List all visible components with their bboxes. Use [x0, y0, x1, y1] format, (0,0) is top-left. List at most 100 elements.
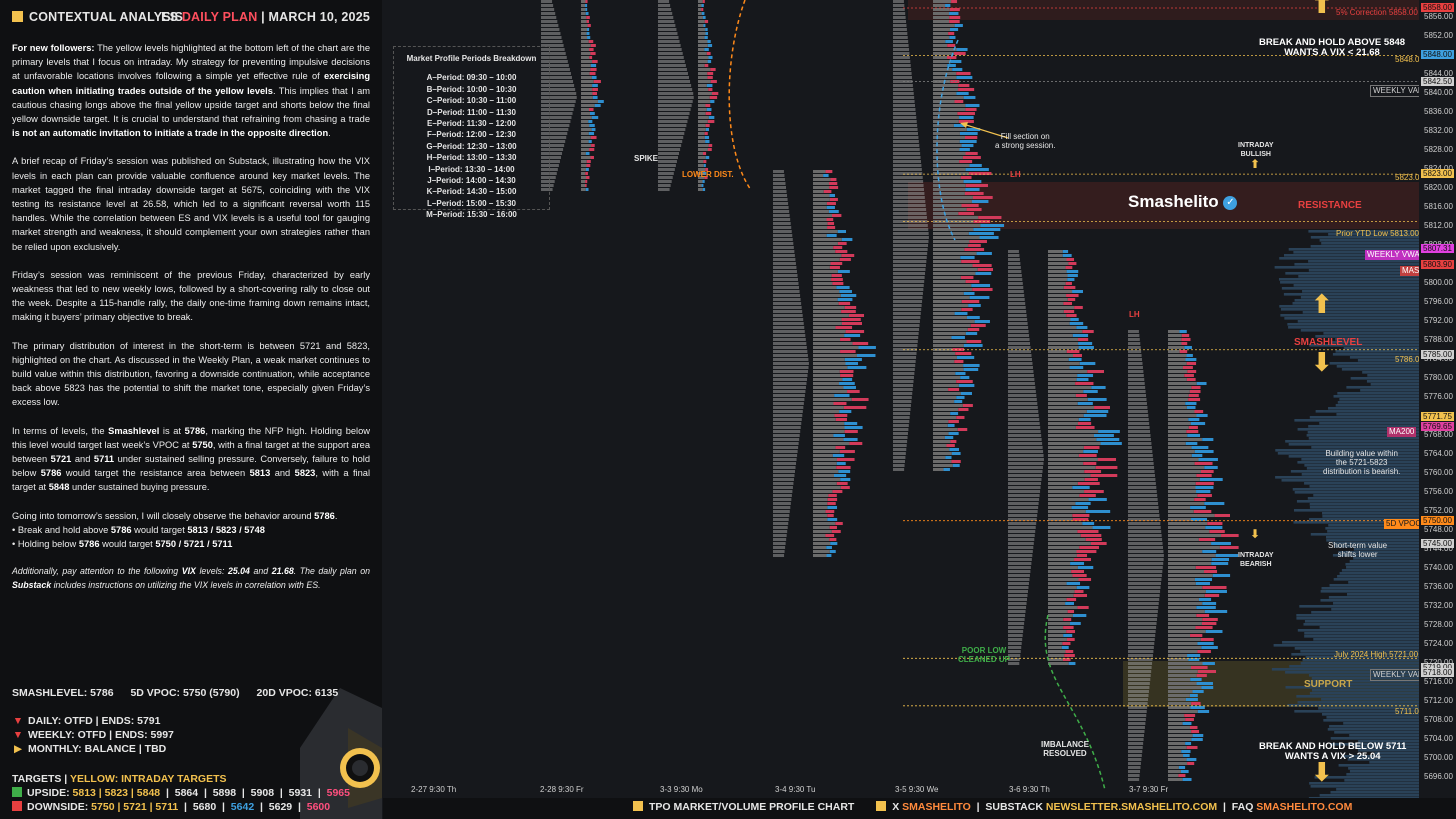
- tpo-letters: [658, 48, 682, 51]
- tpo-letters: [541, 48, 565, 51]
- tpo-letters: [1008, 594, 1028, 597]
- tpo-letters: [893, 312, 921, 315]
- delta-bar: [969, 164, 982, 167]
- volume-bar: [581, 188, 586, 191]
- volume-bar: [1168, 646, 1202, 649]
- tpo-letters: [773, 234, 793, 237]
- volume-bar: [1168, 682, 1197, 685]
- delta-bar: [965, 280, 980, 283]
- tpo-letters: [893, 168, 922, 171]
- tpo-letters: [1128, 406, 1148, 409]
- delta-bar: [827, 514, 834, 517]
- tpo-letters: [773, 330, 805, 333]
- composite-profile-bar: [1308, 674, 1419, 677]
- break-above-label: BREAK AND HOLD ABOVE 5848 WANTS A VIX < …: [1259, 37, 1406, 58]
- delta-bar: [962, 156, 981, 159]
- delta-bar: [1189, 694, 1198, 697]
- tpo-letters: [1008, 622, 1025, 625]
- tpo-letters: [1008, 590, 1028, 593]
- volume-bar: [1048, 274, 1068, 277]
- delta-bar: [827, 518, 838, 521]
- composite-profile-bar: [1294, 491, 1419, 494]
- delta-bar: [1090, 474, 1118, 477]
- period-row: A–Period: 09:30 – 10:00: [426, 73, 517, 83]
- delta-bar: [1077, 482, 1100, 485]
- faq-link[interactable]: SMASHELITO.COM: [1256, 801, 1353, 813]
- tpo-letters: [1008, 562, 1032, 565]
- volume-bar: [1168, 414, 1197, 417]
- x-handle-link[interactable]: SMASHELITO: [902, 801, 971, 813]
- volume-bar: [581, 68, 591, 71]
- volume-bar: [813, 302, 839, 305]
- composite-profile-bar: [1288, 443, 1419, 446]
- volume-bar: [698, 104, 706, 107]
- composite-profile-bar: [1296, 695, 1419, 698]
- tpo-letters: [893, 144, 920, 147]
- volume-bar: [1048, 558, 1075, 561]
- delta-bar: [960, 376, 970, 379]
- tpo-letters: [893, 140, 919, 143]
- volume-bar: [1048, 362, 1080, 365]
- delta-bar: [827, 222, 835, 225]
- delta-bar: [960, 276, 974, 279]
- tpo-letters: [773, 386, 806, 389]
- tpo-letters: [1008, 586, 1029, 589]
- tpo-letters: [1008, 398, 1037, 401]
- volume-bar: [698, 32, 706, 35]
- composite-profile-bar: [1337, 392, 1419, 395]
- tpo-chart[interactable]: Market Profile Periods Breakdown A–Perio…: [383, 0, 1456, 798]
- delta-bar: [965, 152, 978, 155]
- delta-bar: [961, 144, 974, 147]
- delta-bar: [965, 104, 980, 107]
- volume-bar: [813, 414, 835, 417]
- note-f: 21.68: [271, 566, 294, 577]
- tpo-letters: [1008, 374, 1034, 377]
- tpo-letters: [541, 108, 574, 111]
- volume-bar: [933, 240, 970, 243]
- footer-sep1: | SUBSTACK: [970, 801, 1046, 813]
- volume-bar: [813, 366, 848, 369]
- volume-bar: [813, 174, 824, 177]
- tpo-letters: [893, 236, 929, 239]
- delta-bar: [1196, 474, 1212, 477]
- volume-bar: [581, 116, 592, 119]
- tpo-letters: [1128, 666, 1152, 669]
- composite-profile-bar: [1346, 386, 1419, 389]
- delta-bar: [1091, 386, 1106, 389]
- tpo-letters: [773, 398, 805, 401]
- delta-bar: [961, 300, 980, 303]
- footer-content: TPO MARKET/VOLUME PROFILE CHART X SMASHE…: [633, 801, 1352, 813]
- volume-bar: [581, 32, 587, 35]
- price-tick-label: 5780.00: [1424, 373, 1453, 383]
- substack-link[interactable]: NEWSLETTER.SMASHELITO.COM: [1045, 801, 1218, 813]
- tpo-letters: [773, 174, 785, 177]
- price-axis: 5856.005852.005848.005844.005840.005836.…: [1419, 0, 1456, 798]
- delta-bar: [704, 64, 709, 67]
- delta-bar: [835, 446, 846, 449]
- tpo-letters: [658, 68, 687, 71]
- composite-profile-bar: [1355, 746, 1419, 749]
- volume-bar: [1168, 742, 1186, 745]
- volume-bar: [933, 112, 958, 115]
- price-axis-tag: 5848.00: [1421, 50, 1454, 60]
- volume-bar: [933, 280, 966, 283]
- tpo-letters: [773, 518, 789, 521]
- delta-bar: [706, 108, 712, 111]
- delta-bar: [1186, 354, 1193, 357]
- intraday-bearish-label: INTRADAY BEARISH: [1238, 552, 1274, 568]
- volume-bar: [1168, 630, 1206, 633]
- volume-bar: [1048, 266, 1066, 269]
- volume-bar: [1168, 750, 1182, 753]
- volume-bar: [813, 238, 842, 241]
- tpo-letters: [658, 64, 686, 67]
- delta-bar: [954, 400, 963, 403]
- delta-bar: [845, 362, 859, 365]
- volume-bar: [813, 470, 839, 473]
- tpo-letters: [1128, 634, 1156, 637]
- tpo-letters: [893, 276, 925, 279]
- volume-bar: [933, 8, 950, 11]
- delta-bar: [1192, 690, 1204, 693]
- delta-bar: [1079, 362, 1096, 365]
- composite-profile-bar: [1293, 509, 1419, 512]
- tpo-letters: [773, 378, 807, 381]
